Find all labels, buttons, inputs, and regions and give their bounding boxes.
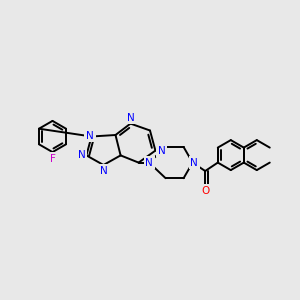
Text: N: N [86,130,94,141]
Text: F: F [50,154,56,164]
Text: N: N [190,158,198,168]
Text: N: N [100,166,107,176]
Text: N: N [158,146,165,156]
Text: N: N [127,112,134,123]
Text: N: N [78,150,86,161]
Text: N: N [145,158,153,168]
Text: O: O [201,185,209,196]
